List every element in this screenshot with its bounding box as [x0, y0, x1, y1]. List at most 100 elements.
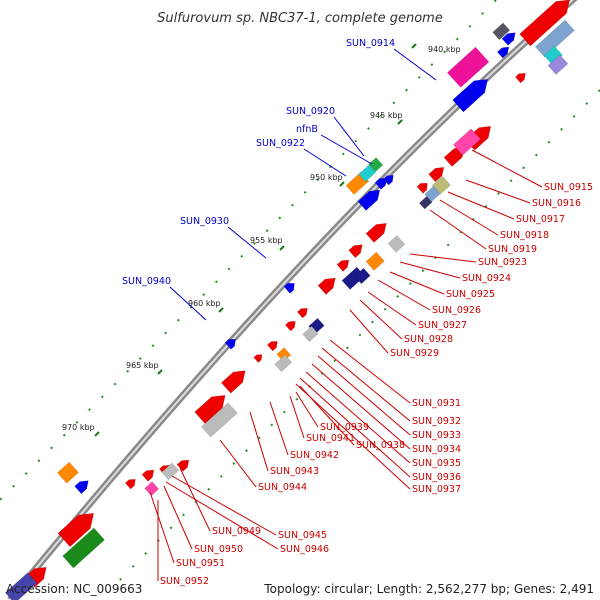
tick-label: 955 kbp — [250, 236, 283, 245]
leader-line-right — [317, 355, 411, 436]
gene-label-right: SUN_0938 — [356, 440, 405, 451]
reverse-gene-box-shape — [62, 527, 105, 569]
gene-label-right: SUN_0925 — [446, 289, 495, 300]
genome-stats-text: Topology: circular; Length: 2,562,277 bp… — [264, 582, 594, 596]
gene-label-right: SUN_0935 — [412, 458, 461, 469]
gene-label-right: SUN_0936 — [412, 472, 461, 483]
gene-label-right: SUN_0941 — [306, 433, 355, 444]
reverse-gene-arrow — [296, 308, 308, 319]
leader-line-right — [163, 485, 193, 550]
leader-line-right — [367, 291, 417, 326]
leader-line-right — [349, 309, 389, 354]
reverse-gene-arrow — [141, 469, 155, 482]
gene-label-right: SUN_0946 — [280, 544, 329, 555]
reverse-gene-arrow — [266, 341, 278, 352]
forward-gene-box — [358, 164, 377, 183]
reverse-gene-box-shape — [200, 402, 238, 438]
reverse-gene-box-shape — [418, 195, 433, 210]
forward-gene-arrow-shape — [454, 89, 472, 107]
reverse-gene-arrow — [220, 370, 246, 394]
tick-mark — [411, 43, 417, 49]
leader-line-right — [299, 377, 411, 478]
reverse-gene-arrow-shape — [365, 222, 387, 243]
reverse-gene-arrow-shape — [124, 479, 136, 490]
gene-label-right: SUN_0945 — [278, 530, 327, 541]
reverse-gene-arrow — [317, 277, 336, 295]
reverse-gene-arrow — [57, 512, 95, 548]
reverse-gene-box — [365, 251, 385, 271]
genome-backbone-highlight — [9, 0, 574, 600]
leader-line-right — [465, 179, 531, 204]
reverse-gene-arrow-shape — [220, 370, 246, 394]
leader-line-right — [409, 253, 477, 263]
map-title: Sulfurovum sp. NBC37-1, complete genome — [157, 11, 443, 26]
reverse-gene-box-shape — [365, 251, 385, 271]
label-leaders — [149, 48, 543, 581]
reverse-gene-arrow — [284, 321, 296, 332]
reverse-gene-arrow-shape — [296, 308, 308, 319]
leader-line-right — [295, 391, 319, 428]
forward-gene-arrow-shape — [74, 480, 89, 495]
gene-label-right: SUN_0952 — [160, 576, 209, 587]
reverse-gene-arrow-shape — [194, 394, 226, 425]
leader-line-left — [227, 226, 267, 259]
reverse-gene-box — [354, 267, 371, 285]
reverse-gene-arrow-shape — [253, 354, 263, 363]
leader-line-right — [219, 439, 257, 488]
reverse-gene-arrow — [416, 183, 428, 194]
reverse-gene-box — [534, 19, 575, 58]
gene-label-right: SUN_0951 — [176, 558, 225, 569]
gene-label-right: SUN_0932 — [412, 416, 461, 427]
forward-gene-arrow — [283, 283, 295, 294]
forward-gene-box — [368, 157, 384, 173]
reverse-gene-box — [200, 402, 238, 438]
reverse-gene-arrow-shape — [57, 512, 95, 548]
reverse-gene-box — [387, 235, 406, 253]
reverse-gene-arrow-shape — [266, 341, 278, 352]
leader-line-right — [359, 299, 403, 340]
reverse-gene-arrow-shape — [284, 321, 296, 332]
reverse-gene-arrow — [253, 354, 263, 363]
reverse-gene-box-shape — [547, 54, 569, 75]
leader-line-left — [333, 116, 365, 157]
leader-line-right — [429, 209, 487, 250]
forward-gene-arrow — [357, 189, 381, 211]
leader-line-right — [377, 279, 431, 311]
gene-label-left: SUN_0914 — [346, 38, 395, 49]
reverse-gene-arrow-shape — [519, 0, 570, 47]
gene-label-right: SUN_0919 — [488, 244, 537, 255]
leader-line-right — [269, 401, 289, 456]
forward-gene-arrow — [454, 89, 472, 107]
gene-label-right: SUN_0915 — [544, 182, 593, 193]
leader-line-right — [149, 491, 175, 564]
leader-line-left — [303, 148, 347, 177]
reverse-gene-box — [302, 325, 319, 343]
tick-label: 960 kbp — [188, 299, 221, 308]
reverse-gene-box — [4, 572, 38, 600]
leader-line-right — [321, 347, 411, 422]
tick-mark — [218, 307, 224, 313]
reverse-gene-box — [452, 128, 481, 156]
reverse-gene-arrow — [514, 73, 526, 84]
leader-line-right — [329, 339, 411, 404]
reverse-gene-arrow — [194, 394, 226, 425]
leader-line-right — [399, 261, 461, 279]
forward-gene-box-shape — [492, 22, 511, 41]
reverse-gene-box-shape — [144, 481, 160, 497]
tick-marks: 940 kbp 945 kbp 950 kbp 955 kbp 960 kbp 965 k… — [62, 43, 461, 437]
reverse-gene-box — [144, 481, 160, 497]
reverse-gene-arrow-shape — [416, 183, 428, 194]
gene-label-right: SUN_0934 — [412, 444, 461, 455]
reverse-gene-arrow-shape — [317, 277, 336, 295]
forward-gene-arrow-shape — [496, 46, 510, 59]
reverse-gene-box — [547, 54, 569, 75]
forward-gene-box-shape — [56, 461, 79, 484]
tick-mark — [94, 431, 100, 437]
reverse-gene-box-shape — [274, 354, 293, 373]
gene-label-right: SUN_0917 — [516, 214, 565, 225]
reverse-gene-arrow — [365, 222, 387, 243]
gene-label-right: SUN_0933 — [412, 430, 461, 441]
forward-gene-arrow — [74, 480, 89, 495]
gene-labels: SUN_0914 SUN_0920 nfnB SUN_0922 SUN_0930 SUN_… — [122, 38, 593, 587]
